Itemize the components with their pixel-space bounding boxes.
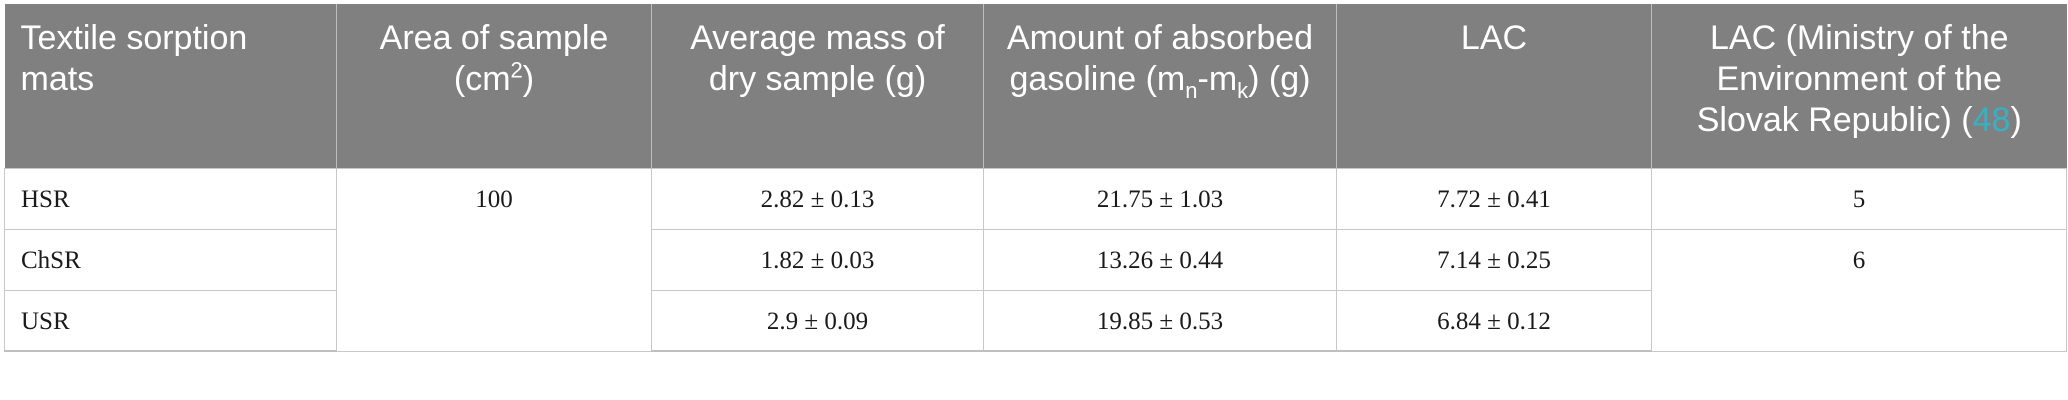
- header-area-of-sample: Area of sample (cm2): [336, 4, 652, 168]
- header-lac: LAC: [1336, 4, 1652, 168]
- header-average-mass: Average mass of dry sample (g): [651, 4, 984, 168]
- cell-mass: 2.82 ± 0.13: [651, 167, 984, 230]
- header-row: Textile sorption mats Area of sample (cm…: [4, 4, 2067, 168]
- subscript-k: k: [1237, 77, 1249, 103]
- cell-mat: USR: [4, 289, 337, 352]
- sorption-mats-table: Textile sorption mats Area of sample (cm…: [4, 4, 2067, 352]
- superscript-2: 2: [510, 57, 523, 83]
- cell-mat: HSR: [4, 167, 337, 230]
- subscript-n: n: [1185, 77, 1198, 103]
- table-container: Textile sorption mats Area of sample (cm…: [4, 4, 2067, 352]
- header-textile-sorption-mats: Textile sorption mats: [4, 4, 337, 168]
- cell-mass: 1.82 ± 0.03: [651, 228, 984, 291]
- cell-mat: ChSR: [4, 228, 337, 291]
- cell-absorbed: 19.85 ± 0.53: [983, 289, 1337, 352]
- cell-lac: 7.14 ± 0.25: [1336, 228, 1652, 291]
- table-row: ChSR 1.82 ± 0.03 13.26 ± 0.44 7.14 ± 0.2…: [4, 228, 2067, 352]
- header-lac-ministry: LAC (Ministry of the Environment of the …: [1651, 4, 2067, 168]
- cell-lac: 7.72 ± 0.41: [1336, 167, 1652, 230]
- cell-lac-ministry: 6: [1651, 228, 2067, 352]
- cell-mass: 2.9 ± 0.09: [651, 289, 984, 352]
- cell-lac-ministry: 5: [1651, 167, 2067, 230]
- cell-absorbed: 13.26 ± 0.44: [983, 228, 1337, 291]
- header-amount-absorbed: Amount of absorbed gasoline (mn-mk) (g): [983, 4, 1337, 168]
- table-row: HSR 100 2.82 ± 0.13 21.75 ± 1.03 7.72 ± …: [4, 167, 2067, 352]
- reference-link[interactable]: 48: [1972, 101, 2011, 139]
- cell-area: 100: [336, 167, 652, 352]
- cell-lac: 6.84 ± 0.12: [1336, 289, 1652, 352]
- table-row: USR 2.9 ± 0.09 19.85 ± 0.53 6.84 ± 0.12: [4, 289, 2067, 352]
- cell-absorbed: 21.75 ± 1.03: [983, 167, 1337, 230]
